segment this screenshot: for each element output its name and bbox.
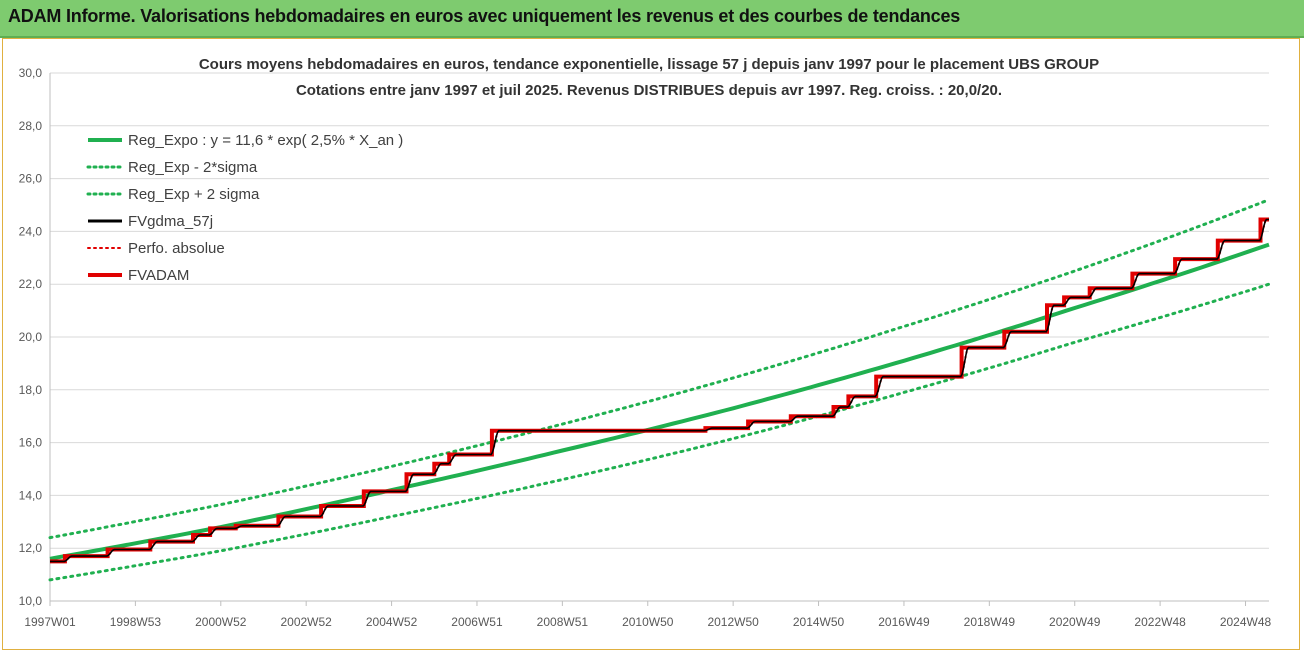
legend-label-plus2sigma: Reg_Exp + 2 sigma [128,186,260,203]
x-tick-label: 2018W49 [964,615,1016,629]
chart-svg: Cours moyens hebdomadaires en euros, ten… [19,56,1272,629]
y-tick-label: 20,0 [19,330,43,344]
x-tick-label: 2004W52 [366,615,418,629]
y-tick-label: 28,0 [19,119,43,133]
series-line-reg-expo [49,242,1270,561]
grid-lines [49,72,1269,602]
x-axis-ticks: 1997W01 1998W53 2000W52 2002W52 2004W52 2006W… [24,601,1272,629]
series-line-perfo-absolue [50,218,1269,563]
legend-label-fvgdma: FVgdma_57j [128,213,213,230]
legend-label-minus2sigma: Reg_Exp - 2*sigma [128,159,258,176]
x-tick-label: 2002W52 [280,615,332,629]
x-tick-label: 2006W51 [451,615,503,629]
legend-label-fvadam: FVADAM [128,267,189,284]
x-tick-label: 2020W49 [1049,615,1101,629]
y-tick-label: 10,0 [19,594,43,608]
y-tick-label: 24,0 [19,224,43,238]
y-tick-label: 30,0 [19,66,43,80]
y-tick-label: 12,0 [19,541,43,555]
series-layer [48,198,1271,582]
y-tick-label: 14,0 [19,488,43,502]
series-line-minus-2-sigma [48,282,1271,582]
x-tick-label: 2012W50 [707,615,759,629]
x-tick-label: 1997W01 [24,615,76,629]
series-line-fvgdma [50,218,1269,563]
x-tick-label: 2014W50 [793,615,845,629]
x-tick-label: 1998W53 [110,615,162,629]
series-line-fvadam [50,217,1269,564]
report-title: ADAM Informe. Valorisations hebdomadaire… [8,6,961,26]
y-tick-label: 16,0 [19,436,43,450]
y-tick-label: 18,0 [19,383,43,397]
legend-label-perfo: Perfo. absolue [128,240,225,257]
y-tick-label: 22,0 [19,277,43,291]
chart-frame [2,38,1300,650]
x-tick-label: 2022W48 [1134,615,1186,629]
x-tick-label: 2010W50 [622,615,674,629]
chart-area: Cours moyens hebdomadaires en euros, ten… [0,38,1304,652]
x-tick-label: 2000W52 [195,615,247,629]
x-tick-label: 2008W51 [537,615,589,629]
report-header: ADAM Informe. Valorisations hebdomadaire… [0,0,1304,38]
x-tick-label: 2016W49 [878,615,930,629]
y-tick-label: 26,0 [19,172,43,186]
y-axis-ticks: 10,0 12,0 14,0 16,0 18,0 20,0 22,0 24,0 26,0 28,0… [19,66,43,608]
chart-title-line-1: Cours moyens hebdomadaires en euros, ten… [199,56,1099,73]
series-line-plus-2-sigma [48,198,1271,540]
legend-label-reg_expo: Reg_Expo : y = 11,6 * exp( 2,5% * X_an ) [128,132,403,149]
legend: Reg_Expo : y = 11,6 * exp( 2,5% * X_an )… [86,132,403,284]
x-tick-label: 2024W48 [1220,615,1272,629]
chart-title-line-2: Cotations entre janv 1997 et juil 2025. … [296,82,1002,99]
